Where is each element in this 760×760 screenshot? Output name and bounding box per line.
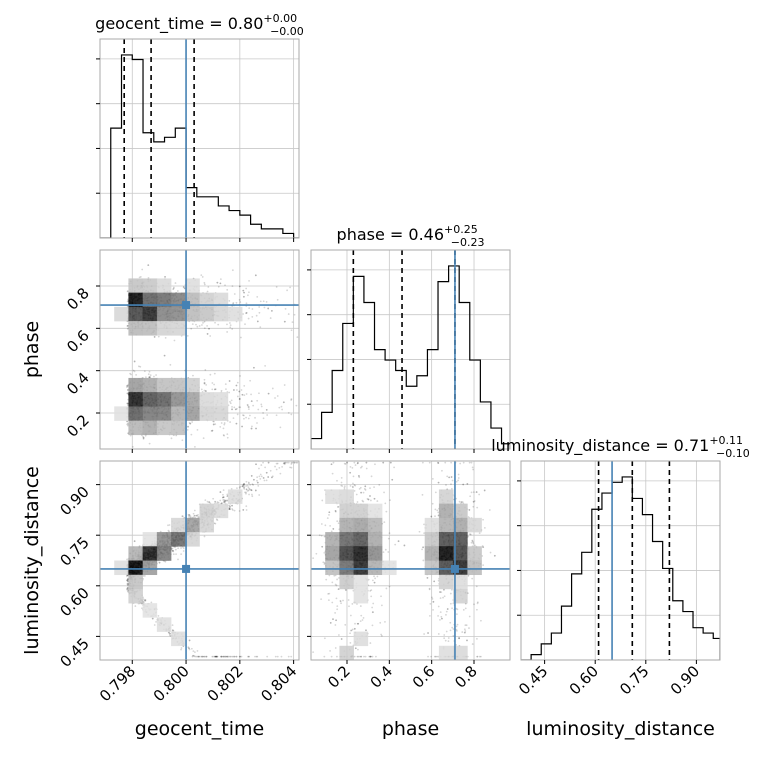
y-axis-label-phase: phase	[21, 321, 43, 378]
x-tick-label: 0.800	[150, 662, 193, 705]
frame	[520, 460, 721, 661]
y-tick-label: 0.45	[56, 634, 92, 670]
density-cells	[114, 278, 243, 436]
density-cells	[114, 489, 243, 647]
panel-title-luminosity_distance: luminosity_distance = 0.71+0.11 −0.10	[491, 434, 750, 460]
histogram-geocent_time	[100, 54, 299, 238]
y-tick-label: 0.4	[63, 369, 93, 399]
y-tick-label: 0.8	[63, 284, 93, 314]
frame	[310, 460, 511, 661]
y-tick-label: 0.60	[56, 584, 92, 620]
frame	[99, 249, 300, 450]
x-tick-label: 0.75	[616, 662, 652, 698]
frame	[310, 249, 511, 450]
y-axis-label-luminosity_distance: luminosity_distance	[21, 466, 43, 655]
frame	[99, 38, 300, 239]
x-axis-label-luminosity_distance: luminosity_distance	[526, 718, 715, 740]
x-axis-label-geocent_time: geocent_time	[135, 718, 264, 740]
panel-background	[521, 461, 720, 660]
x-tick-label: 0.804	[257, 662, 300, 705]
panel-title-phase: phase = 0.46+0.25 −0.23	[337, 223, 485, 249]
panel-title-geocent_time: geocent_time = 0.80+0.00 −0.00	[95, 12, 304, 38]
y-tick-label: 0.2	[63, 411, 93, 441]
x-tick-label: 0.798	[96, 662, 139, 705]
histogram-luminosity_distance	[521, 476, 720, 660]
density-cells	[325, 489, 482, 660]
x-tick-label: 0.6	[409, 662, 439, 692]
x-tick-label: 0.45	[515, 662, 551, 698]
y-tick-label: 0.6	[63, 326, 93, 356]
frame	[99, 460, 300, 661]
histogram-panel-phase	[311, 250, 510, 449]
panel-background	[311, 250, 510, 449]
x-tick-label: 0.60	[566, 662, 602, 698]
x-tick-label: 0.8	[451, 662, 481, 692]
x-axis-label-phase: phase	[382, 718, 439, 740]
y-tick-label: 0.90	[56, 483, 92, 519]
y-tick-label: 0.75	[56, 533, 92, 569]
histogram-panel-luminosity_distance	[521, 461, 720, 660]
truth-marker	[450, 564, 459, 573]
truth-marker	[182, 301, 191, 310]
histogram-phase	[311, 265, 510, 449]
x-tick-label: 0.90	[667, 662, 703, 698]
panel-background	[100, 39, 299, 238]
x-tick-label: 0.802	[204, 662, 247, 705]
truth-marker	[182, 564, 191, 573]
x-tick-label: 0.4	[367, 662, 397, 692]
histogram-panel-geocent_time	[100, 39, 299, 238]
x-tick-label: 0.2	[324, 662, 354, 692]
